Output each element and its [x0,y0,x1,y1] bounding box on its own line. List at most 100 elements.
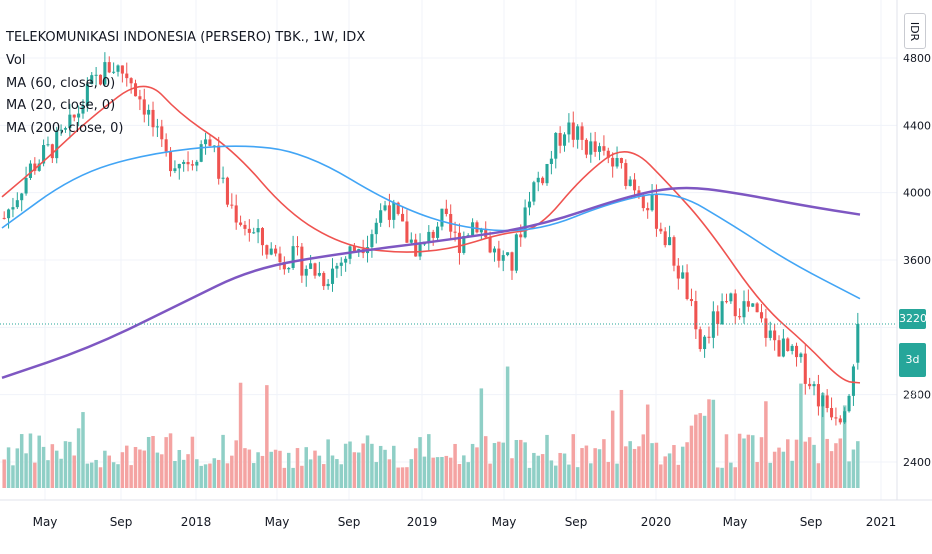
volume-bar [799,383,803,488]
volume-bar [225,463,230,488]
volume-bar [133,446,138,488]
candle-body [567,122,571,135]
volume-bar [737,433,742,488]
candle-body [672,237,676,266]
candle-body [598,146,602,152]
volume-bar [111,462,116,488]
candle-body [444,208,448,214]
candle-body [668,237,672,246]
volume-bar [711,399,716,488]
volume-bar [829,451,834,488]
candle-body [260,228,264,246]
volume-bar [488,463,492,488]
legend-vol[interactable]: Vol [6,53,26,68]
volume-bar [396,467,400,488]
candle-body [514,234,518,271]
candle-body [786,338,790,351]
volume-bar [637,446,641,488]
candle-body [676,265,680,279]
volume-bar [497,441,501,488]
grid [0,0,897,500]
volume-bar [46,460,50,488]
candle-body [11,207,15,210]
candle-body [602,146,606,151]
candle-body [352,246,356,252]
volume-bar [772,451,777,488]
volume-bar [807,437,812,488]
volume-bar [378,445,383,488]
volume-bar [374,462,379,488]
volume-bar [444,455,449,488]
candle-body [50,144,54,159]
candle-body [851,366,855,396]
candle-body [663,231,667,246]
volume-bar [313,450,317,488]
volume-bar [68,441,72,488]
volume-bar [387,459,392,488]
volume-bar [186,454,190,488]
candle-body [72,114,76,118]
time-tick-label: 2019 [407,515,438,529]
candle-body [120,65,124,74]
volume-bar [466,462,470,488]
legend-ma20[interactable]: MA (20, close, 0) [6,98,116,113]
candle-body [527,201,532,208]
currency-button[interactable]: IDR [904,13,926,49]
candle-body [46,144,50,146]
volume-bar [554,465,558,488]
volume-bar [361,443,365,488]
volume-bar [28,433,33,488]
volume-bar [532,452,536,488]
volume-bar [72,455,76,488]
candle-body [63,128,68,130]
volume-bar [256,452,260,488]
candle-body [282,262,286,270]
volume-bar [650,443,654,488]
candle-body [628,179,632,186]
volume-bar [619,389,624,488]
candle-body [133,83,138,97]
volume-bar [435,457,440,488]
candle-body [186,161,190,165]
volume-bar [335,459,339,488]
candle-body [243,224,247,229]
volume-bar [326,439,330,488]
candle-body [720,301,724,325]
candle-body [558,133,562,146]
volume-bar [838,438,843,488]
time-axis: May Sep 2018 May Sep 2019 May Sep 2020 May Sep 2021 [33,515,897,529]
price-tick-label: 2400 [903,456,931,469]
volume-bar [514,440,519,488]
time-tick-label: May [265,515,290,529]
candle-body [112,71,116,73]
volume-bar [545,434,549,488]
volume-bar [470,443,475,488]
volume-bar [2,459,6,488]
candle-body [129,78,133,84]
candle-body [799,353,803,358]
legend-ma200[interactable]: MA (200, close, 0) [6,120,124,136]
indicator-legend: Vol MA (60, close, 0) MA (20, close, 0) … [6,28,123,140]
volume-bar [155,452,160,488]
volume-bar [238,382,243,488]
legend-ma60[interactable]: MA (60, close, 0) [6,75,116,91]
candle-body [55,130,59,159]
candle-body [330,268,335,284]
volume-bar [330,455,335,488]
candle-body [33,163,37,171]
volume-bar [624,446,628,488]
candle-body [615,157,619,167]
volume-bar [41,446,46,488]
volume-bar [286,452,291,488]
volume-bar [462,455,466,488]
volume-bar [659,464,663,488]
candle-body [707,336,711,338]
volume-bar [103,450,107,488]
volume-bar [575,467,580,488]
volume-bar [707,399,711,488]
candle-body [746,301,750,307]
candle-body [414,239,418,257]
volume-bar [571,434,576,488]
